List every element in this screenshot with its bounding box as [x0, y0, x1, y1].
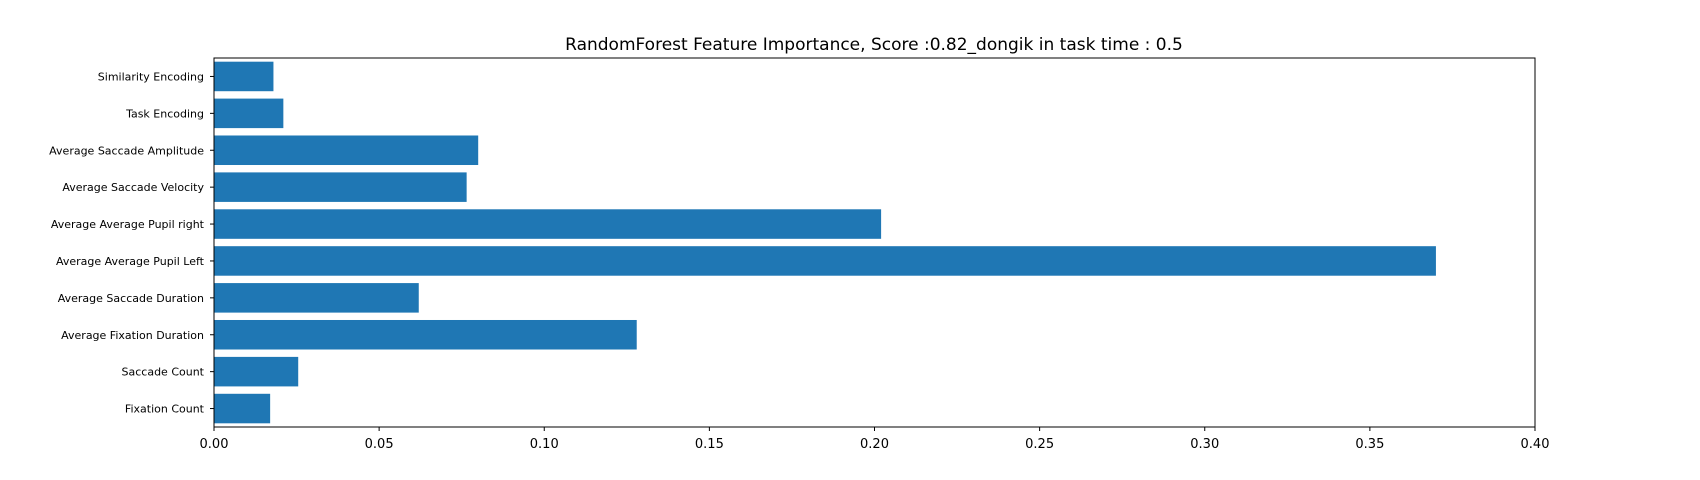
- bar-average-fixation-duration: [214, 319, 637, 350]
- y-tick-label-similarity-encoding: Similarity Encoding: [98, 70, 204, 83]
- x-axis-ticks: 0.00 0.05 0.10 0.15 0.20 0.25 0.30 0.35 0.40: [200, 427, 1550, 452]
- y-tick-label-average-average-pupil-left: Average Average Pupil Left: [56, 255, 205, 268]
- bar-average-average-pupil-right: [214, 209, 882, 239]
- x-tick-label: 0.30: [1190, 437, 1219, 452]
- x-tick-label: 0.40: [1521, 437, 1550, 452]
- bar-similarity-encoding: [214, 61, 274, 92]
- bar-average-average-pupil-left: [214, 246, 1436, 276]
- y-tick-label-average-saccade-amplitude: Average Saccade Amplitude: [49, 144, 204, 157]
- y-tick-label-average-saccade-duration: Average Saccade Duration: [58, 292, 204, 305]
- bar-task-encoding: [214, 98, 284, 129]
- y-tick-label-task-encoding: Task Encoding: [125, 107, 204, 120]
- x-tick-label: 0.20: [860, 437, 889, 452]
- bars-group: [214, 61, 1436, 424]
- bar-fixation-count: [214, 393, 271, 424]
- x-tick-label: 0.35: [1355, 437, 1384, 452]
- x-tick-label: 0.00: [200, 437, 229, 452]
- y-tick-label-average-average-pupil-right: Average Average Pupil right: [51, 218, 205, 231]
- bar-average-saccade-velocity: [214, 172, 467, 202]
- x-tick-label: 0.15: [695, 437, 724, 452]
- bar-average-saccade-amplitude: [214, 135, 479, 166]
- bar-average-saccade-duration: [214, 283, 419, 313]
- chart-title: RandomForest Feature Importance, Score :…: [565, 35, 1183, 55]
- y-tick-label-average-fixation-duration: Average Fixation Duration: [61, 329, 204, 342]
- x-tick-label: 0.25: [1025, 437, 1054, 452]
- x-tick-label: 0.10: [530, 437, 559, 452]
- y-tick-label-average-saccade-velocity: Average Saccade Velocity: [62, 181, 204, 194]
- plot-frame: [213, 57, 1536, 428]
- y-tick-label-saccade-count: Saccade Count: [122, 366, 205, 379]
- bar-saccade-count: [214, 356, 299, 387]
- y-tick-label-fixation-count: Fixation Count: [125, 403, 205, 416]
- y-axis-ticks: Fixation Count Saccade Count Average Fixat…: [49, 70, 214, 416]
- x-tick-label: 0.05: [365, 437, 394, 452]
